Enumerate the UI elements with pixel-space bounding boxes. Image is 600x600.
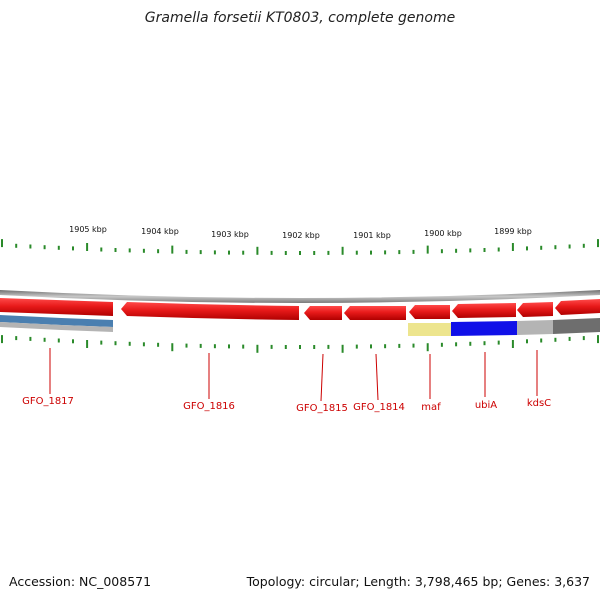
feature-yellow (408, 323, 451, 336)
gene-label-gfo-1815[interactable]: GFO_1815 (296, 403, 348, 414)
scale-label: 1901 kbp (353, 231, 391, 240)
reverse-strand-features (0, 315, 600, 336)
gene-label-gfo-1816[interactable]: GFO_1816 (183, 401, 235, 412)
genome-backbone (0, 290, 600, 303)
gene-gfo-1815[interactable] (304, 306, 342, 320)
feature-steel (0, 315, 113, 327)
gene-label-maf[interactable]: maf (421, 402, 441, 413)
gene-gfo-1814[interactable] (344, 306, 406, 320)
gene-leader-lines (49, 348, 538, 402)
gene-ubia[interactable] (452, 303, 516, 318)
forward-strand-genes (0, 298, 600, 320)
gene-gfo-1816[interactable] (121, 302, 299, 320)
scale-label: 1899 kbp (494, 227, 532, 236)
gene-label-ubia[interactable]: ubiA (475, 400, 497, 411)
genome-summary-text: Topology: circular; Length: 3,798,465 bp… (246, 574, 590, 589)
gene-next[interactable] (555, 299, 600, 315)
scale-label: 1902 kbp (282, 231, 320, 240)
gene-label-kdsc[interactable]: kdsC (527, 398, 551, 409)
feature-gray-left (0, 322, 113, 332)
leader-line (375, 353, 379, 401)
scale-label: 1905 kbp (69, 225, 107, 234)
accession-text: Accession: NC_008571 (9, 574, 152, 589)
scale-ticks-top (1, 239, 599, 255)
gene-label-gfo-1817[interactable]: GFO_1817 (22, 396, 74, 407)
gene-gfo-1817[interactable] (0, 298, 113, 316)
feature-blue (451, 321, 517, 336)
feature-dark-gray (553, 318, 600, 334)
scale-label: 1903 kbp (211, 230, 249, 239)
scale-labels: 1905 kbp 1904 kbp 1903 kbp 1902 kbp 1901… (69, 225, 532, 240)
leader-line (320, 353, 324, 402)
scale-label: 1904 kbp (141, 227, 179, 236)
feature-gray-right (517, 320, 553, 335)
scale-label: 1900 kbp (424, 229, 462, 238)
scale-ticks-bottom (1, 335, 599, 353)
map-title: Gramella forsetii KT0803, complete genom… (144, 10, 456, 26)
gene-label-gfo-1814[interactable]: GFO_1814 (353, 402, 405, 413)
gene-kdsc[interactable] (517, 302, 553, 317)
gene-maf[interactable] (409, 305, 450, 319)
